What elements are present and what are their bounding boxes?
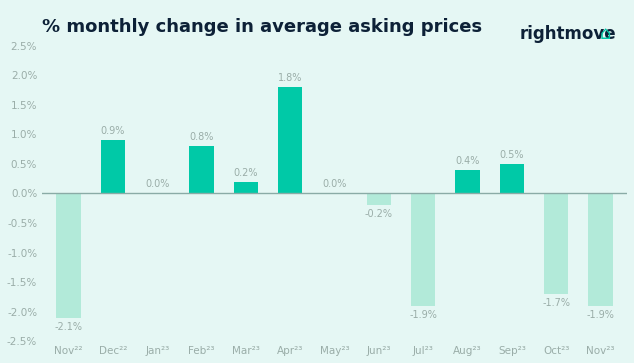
Text: -1.9%: -1.9% <box>410 310 437 320</box>
Bar <box>500 164 524 193</box>
Text: -0.2%: -0.2% <box>365 209 393 219</box>
Text: 0.4%: 0.4% <box>455 156 480 166</box>
Bar <box>56 193 81 318</box>
Text: -2.1%: -2.1% <box>55 322 82 332</box>
Text: ⌂: ⌂ <box>600 25 611 44</box>
Text: -1.7%: -1.7% <box>542 298 570 308</box>
Bar <box>411 193 436 306</box>
Text: % monthly change in average asking prices: % monthly change in average asking price… <box>42 18 482 36</box>
Text: -1.9%: -1.9% <box>586 310 614 320</box>
Bar <box>234 182 258 193</box>
Bar <box>366 193 391 205</box>
Bar <box>101 140 125 193</box>
Text: 0.8%: 0.8% <box>190 132 214 142</box>
Text: 0.5%: 0.5% <box>500 150 524 160</box>
Text: 0.2%: 0.2% <box>234 167 258 178</box>
Bar <box>278 87 302 193</box>
Text: 0.0%: 0.0% <box>322 179 347 189</box>
Bar <box>190 146 214 193</box>
Bar <box>544 193 568 294</box>
Text: rightmove: rightmove <box>520 25 616 44</box>
Text: 1.8%: 1.8% <box>278 73 302 83</box>
Text: 0.0%: 0.0% <box>145 179 169 189</box>
Bar <box>455 170 480 193</box>
Text: 0.9%: 0.9% <box>101 126 125 136</box>
Bar <box>588 193 612 306</box>
